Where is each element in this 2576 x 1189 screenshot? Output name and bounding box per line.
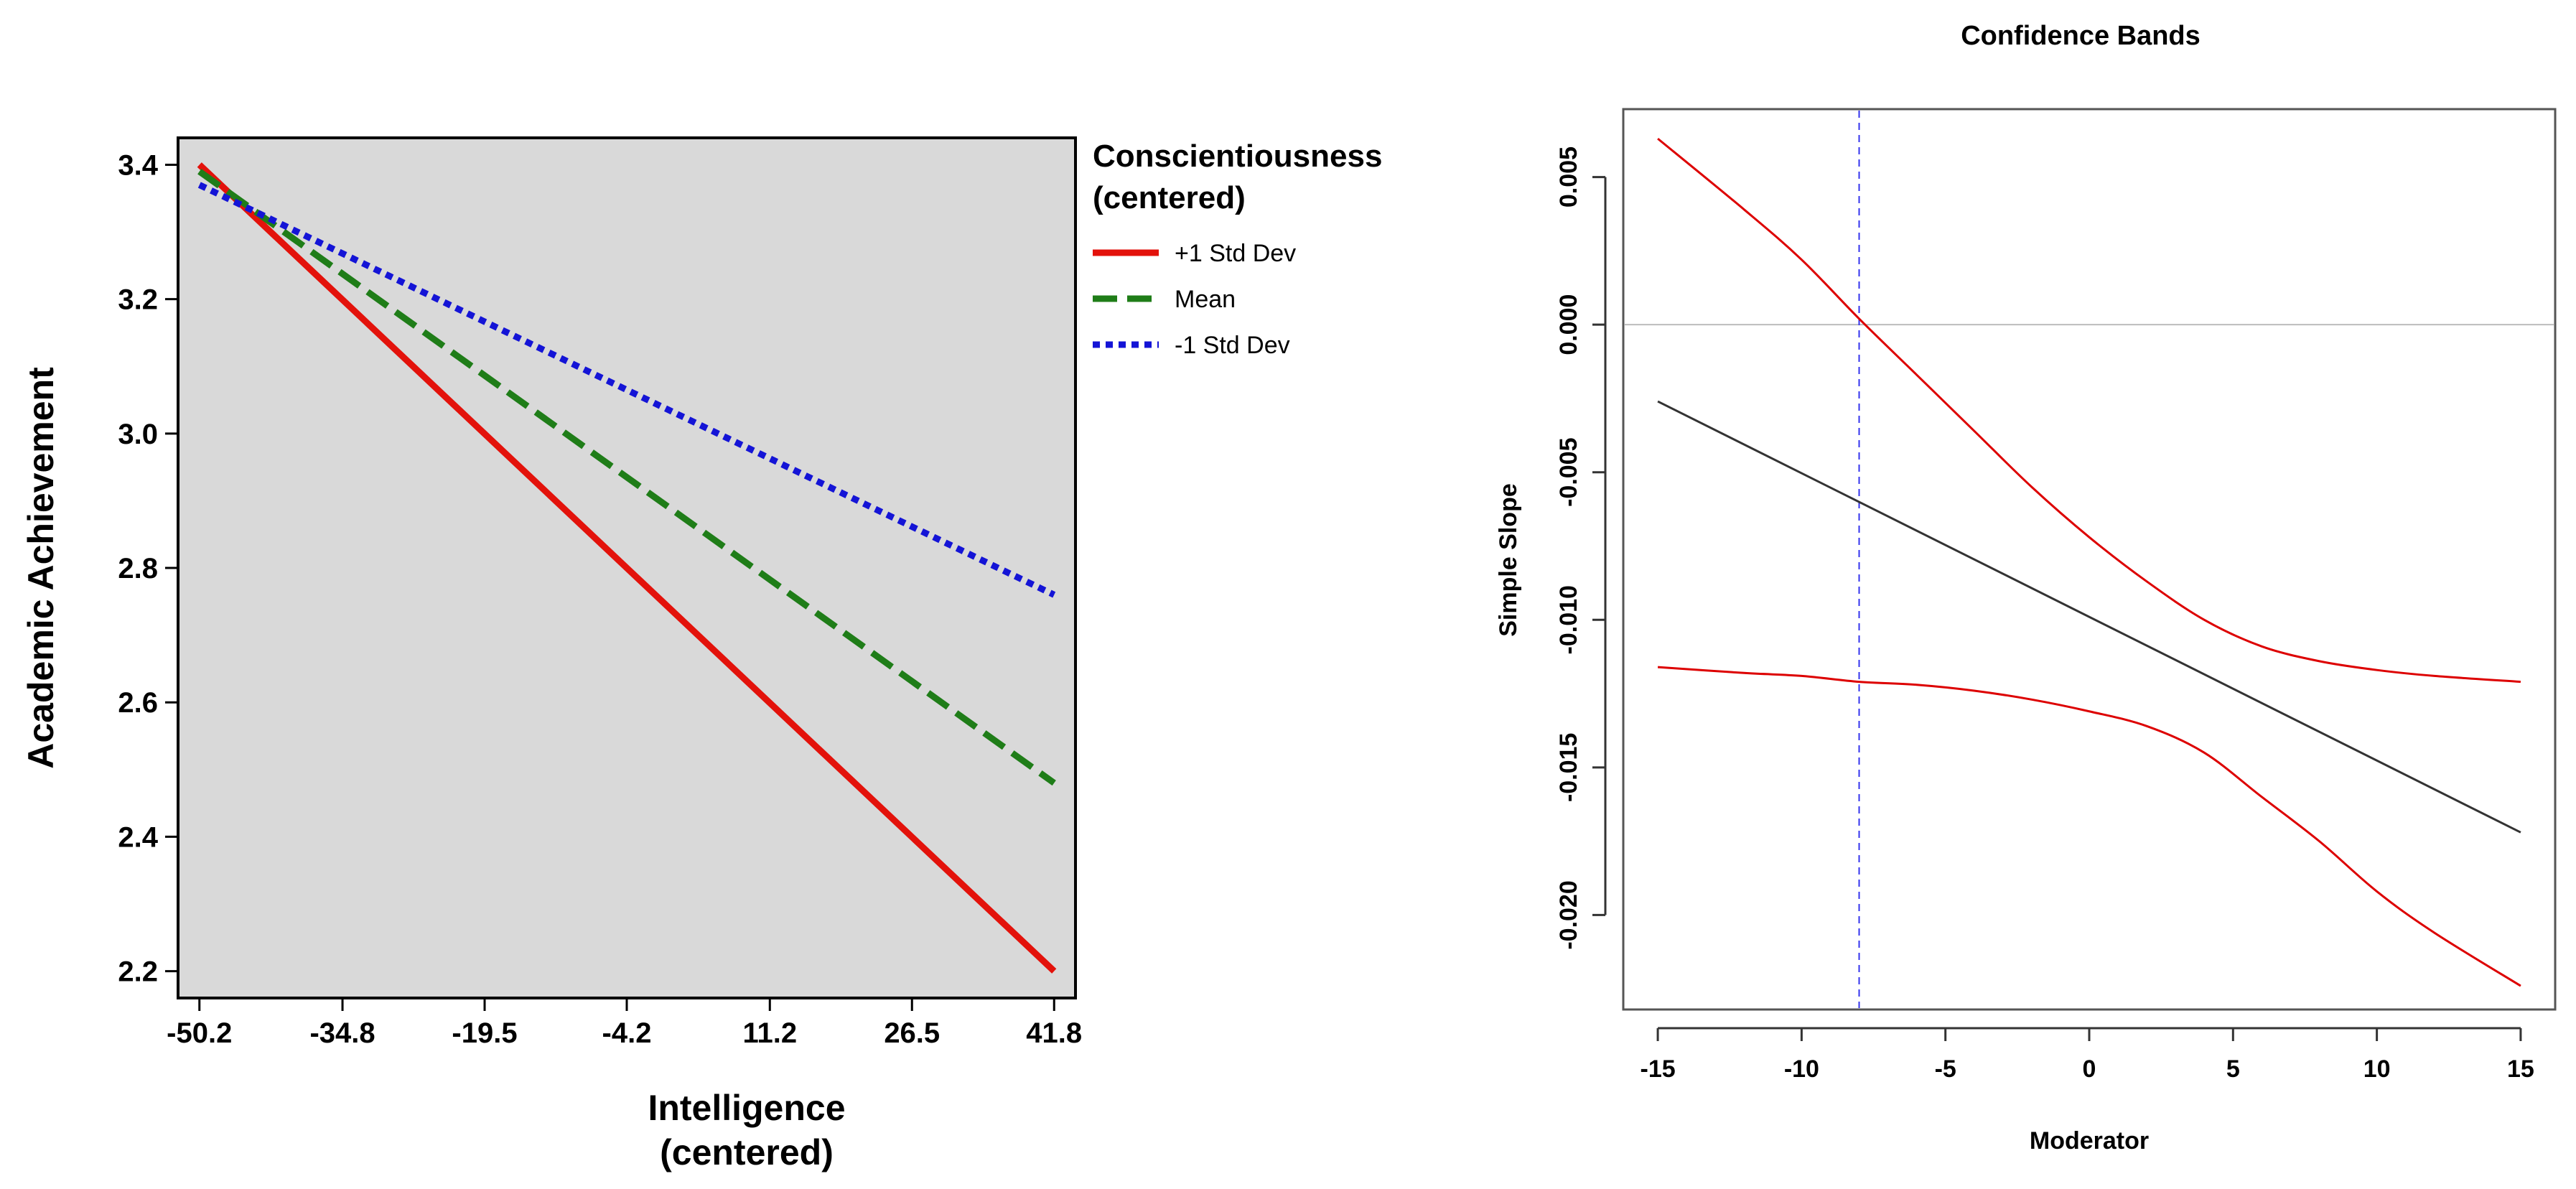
chart-1-x-axis-label-line-2: (centered): [660, 1132, 834, 1172]
x-tick-label: -50.2: [167, 1017, 232, 1049]
x-tick-label: -10: [1784, 1055, 1819, 1083]
chart-1-x-axis-label-line-1: Intelligence: [648, 1088, 845, 1128]
chart-2-title: Confidence Bands: [1961, 21, 2201, 51]
chart-2: Confidence Bands -15 -10 -5 0 5 10 15 -0.020 -0.…: [1495, 21, 2557, 1155]
x-tick-label: -5: [1935, 1055, 1956, 1083]
chart-1-series: [197, 162, 1057, 974]
y-tick-label: -0.005: [1555, 438, 1582, 507]
series-simple-slope: [1657, 400, 2521, 834]
y-tick-label: 2.6: [118, 687, 158, 719]
x-tick-label: 5: [2226, 1055, 2240, 1083]
y-tick-label: 3.0: [118, 419, 158, 450]
legend-title-line-2: (centered): [1093, 180, 1246, 215]
chart-2-y-axis-label: Simple Slope: [1495, 483, 1522, 637]
chart-2-plot-area: [1622, 108, 2557, 1011]
legend-items: +1 Std Dev Mean -1 Std Dev: [1093, 240, 1296, 359]
series-line-1-std-dev: [197, 182, 1056, 598]
y-tick-label: 2.4: [118, 821, 158, 853]
x-tick-label: -15: [1641, 1055, 1676, 1083]
x-tick-label: 26.5: [884, 1017, 940, 1049]
y-tick-label: 0.005: [1555, 146, 1582, 208]
y-tick-label: -0.015: [1555, 733, 1582, 802]
y-tick-label: 2.2: [118, 956, 158, 988]
y-tick-label: 0.000: [1555, 294, 1582, 355]
chart-1-y-axis-label: Academic Achievement: [21, 367, 61, 769]
y-tick-label: -0.020: [1555, 880, 1582, 949]
x-tick-label: 41.8: [1026, 1017, 1082, 1049]
legend-title-line-1: Conscientiousness: [1093, 139, 1382, 174]
legend-label: +1 Std Dev: [1175, 240, 1296, 267]
x-tick-label: -19.5: [452, 1017, 517, 1049]
x-tick-label: 10: [2363, 1055, 2391, 1083]
y-tick-label: 3.4: [118, 149, 158, 181]
series-line-1-std-dev: [197, 162, 1057, 974]
chart-2-series: [1625, 111, 2554, 1008]
x-tick-label: -34.8: [309, 1017, 375, 1049]
x-tick-label: -4.2: [602, 1017, 652, 1049]
y-tick-label: 3.2: [118, 284, 158, 316]
y-tick-label: 2.8: [118, 553, 158, 584]
chart-2-axes: -15 -10 -5 0 5 10 15 -0.020 -0.015 -0.010 -0.005 0.…: [1555, 146, 2534, 1083]
chart-1-legend: Conscientiousness (centered) +1 Std Dev M…: [1093, 139, 1382, 359]
series-upper-band: [1657, 137, 2521, 684]
x-tick-label: 0: [2083, 1055, 2096, 1083]
series-lower-band: [1657, 666, 2521, 987]
chart-1: -50.2 -34.8 -19.5 -4.2 11.2 26.5 41.8 2.2 2.4 2.6…: [21, 136, 1382, 1172]
series-line-mean: [197, 169, 1056, 786]
legend-label: Mean: [1175, 286, 1236, 313]
x-tick-label: 15: [2507, 1055, 2534, 1083]
chart-2-x-axis-label: Moderator: [2030, 1127, 2149, 1155]
x-tick-label: 11.2: [742, 1017, 797, 1049]
chart-1-axes: -50.2 -34.8 -19.5 -4.2 11.2 26.5 41.8 2.2 2.4 2.6…: [118, 149, 1082, 1049]
y-tick-label: -0.010: [1555, 585, 1582, 654]
legend-label: -1 Std Dev: [1175, 332, 1290, 359]
